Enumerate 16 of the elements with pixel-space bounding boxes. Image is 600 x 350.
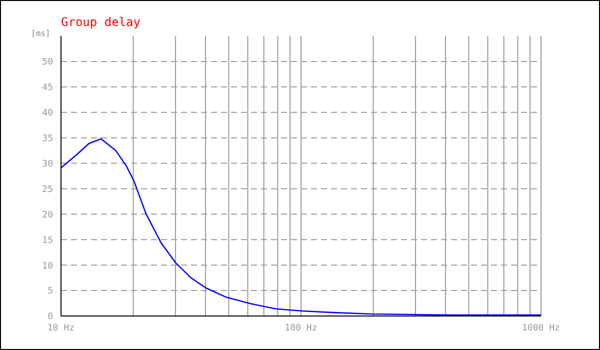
x-tick-label: 10 Hz bbox=[47, 323, 75, 334]
y-axis-title: [ms] bbox=[31, 29, 50, 38]
y-tick-label: 5 bbox=[48, 286, 53, 297]
x-tick-label: 1000 Hz bbox=[522, 323, 560, 334]
y-tick-label: 15 bbox=[42, 236, 53, 246]
y-tick-label: 45 bbox=[42, 83, 53, 94]
y-tick-label: 0 bbox=[48, 312, 53, 322]
y-tick-label: 40 bbox=[42, 108, 53, 119]
y-tick-label: 50 bbox=[42, 58, 53, 68]
y-tick-label: 20 bbox=[42, 210, 53, 220]
x-tick-label: 100 Hz bbox=[284, 323, 318, 334]
y-tick-label: 35 bbox=[42, 134, 53, 144]
y-tick-label: 10 bbox=[42, 261, 53, 272]
y-tick-label: 30 bbox=[42, 159, 53, 170]
y-tick-label: 25 bbox=[42, 184, 53, 195]
chart-title: Group delay bbox=[61, 15, 140, 29]
